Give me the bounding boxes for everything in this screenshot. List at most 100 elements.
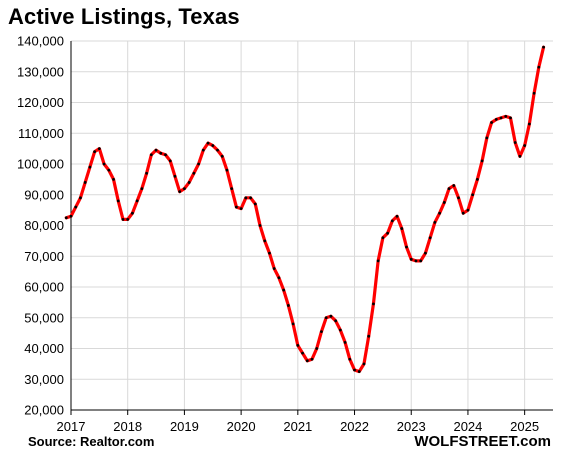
data-point <box>442 201 446 204</box>
data-point <box>173 174 177 178</box>
data-point <box>414 259 418 263</box>
y-tick-label: 130,000 <box>17 64 64 79</box>
data-point <box>64 216 68 220</box>
data-point <box>102 162 106 166</box>
data-point <box>97 147 101 151</box>
data-point <box>499 116 503 120</box>
data-point <box>178 190 182 194</box>
data-point <box>149 153 153 157</box>
data-point <box>504 114 508 118</box>
data-point <box>523 144 527 147</box>
y-tick-label: 20,000 <box>24 403 64 418</box>
series-line <box>64 45 546 374</box>
y-tick-label: 140,000 <box>17 34 64 49</box>
data-point <box>390 219 394 223</box>
y-tick-label: 50,000 <box>24 310 64 325</box>
data-point <box>353 368 356 372</box>
data-point <box>405 245 408 249</box>
x-tick-label: 2025 <box>510 419 539 434</box>
y-tick-label: 40,000 <box>24 341 64 356</box>
data-point <box>447 187 451 191</box>
data-point <box>320 330 323 333</box>
x-tick-label: 2017 <box>57 419 86 434</box>
data-point <box>112 177 115 181</box>
data-point <box>301 351 304 355</box>
data-point <box>343 340 347 344</box>
data-point <box>69 214 73 218</box>
data-point <box>244 196 248 200</box>
data-point <box>457 196 460 200</box>
y-tick-label: 90,000 <box>24 187 64 202</box>
y-tick-label: 80,000 <box>24 218 64 233</box>
data-point <box>461 211 465 215</box>
data-point <box>338 328 342 332</box>
data-point <box>428 236 432 240</box>
data-point <box>268 251 271 255</box>
y-tick-label: 100,000 <box>17 157 64 172</box>
data-point <box>485 136 489 140</box>
data-point <box>372 302 375 306</box>
data-point <box>140 187 144 191</box>
data-point <box>466 208 470 212</box>
data-point <box>376 259 380 263</box>
data-point <box>395 214 399 218</box>
data-point <box>490 121 493 124</box>
data-point <box>400 227 404 230</box>
data-point <box>452 184 456 187</box>
y-tick-label: 60,000 <box>24 280 64 295</box>
series-active-listings <box>64 45 546 374</box>
data-point <box>93 150 97 154</box>
x-tick-label: 2023 <box>397 419 426 434</box>
data-point <box>107 168 111 172</box>
data-point <box>291 322 295 326</box>
data-point <box>258 224 262 227</box>
data-point <box>201 148 205 152</box>
data-point <box>131 211 134 215</box>
data-point <box>192 171 196 175</box>
data-point <box>121 217 125 221</box>
data-point <box>263 239 267 243</box>
data-point <box>79 196 82 200</box>
data-point <box>168 159 172 163</box>
y-tick-label: 30,000 <box>24 372 64 387</box>
data-point <box>518 154 522 158</box>
data-point <box>296 344 300 347</box>
y-tick-label: 110,000 <box>18 126 64 141</box>
data-point <box>277 276 281 280</box>
data-point <box>324 316 328 320</box>
data-point <box>424 251 427 255</box>
data-point <box>362 362 366 366</box>
data-point <box>253 202 257 206</box>
data-point <box>480 159 484 163</box>
tick-labels: 20,000 30,000 40,000 50,000 60,000 70,000 80,0… <box>17 34 539 435</box>
chart-title: Active Listings, Texas <box>8 4 240 29</box>
x-tick-label: 2021 <box>283 419 312 434</box>
data-point <box>329 314 333 318</box>
data-point <box>116 199 120 203</box>
y-tick-label: 120,000 <box>17 95 64 110</box>
data-point <box>357 370 361 373</box>
data-point <box>381 236 385 240</box>
data-point <box>126 217 130 221</box>
data-point <box>239 207 243 210</box>
data-point <box>225 168 229 172</box>
data-point <box>183 187 186 191</box>
data-point <box>74 205 78 209</box>
data-point <box>197 162 200 166</box>
x-tick-label: 2018 <box>113 419 142 434</box>
data-point <box>164 153 167 157</box>
data-point <box>211 144 215 147</box>
data-point <box>286 304 290 307</box>
data-point <box>159 151 163 155</box>
data-point <box>187 181 191 184</box>
data-point <box>494 118 498 121</box>
data-point <box>532 91 536 95</box>
data-point <box>315 347 319 350</box>
data-point <box>409 257 413 261</box>
data-point <box>433 221 437 224</box>
data-point <box>419 259 423 263</box>
x-tick-label: 2019 <box>170 419 199 434</box>
data-point <box>305 359 309 363</box>
